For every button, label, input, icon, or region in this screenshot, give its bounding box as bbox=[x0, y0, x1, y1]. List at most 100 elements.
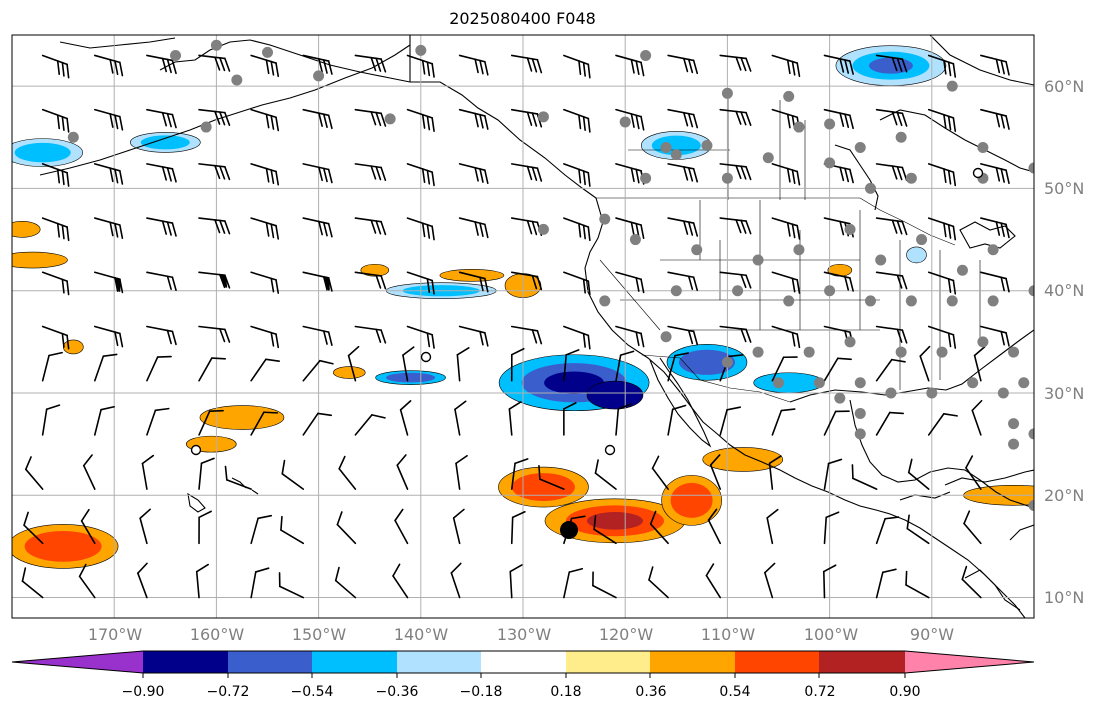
colorbar-cell bbox=[819, 651, 905, 673]
wind-barb bbox=[719, 271, 752, 289]
wind-barb bbox=[764, 562, 776, 599]
wind-barb bbox=[509, 564, 523, 599]
wind-barb bbox=[334, 566, 357, 599]
colorbar-label: 0.72 bbox=[804, 684, 836, 700]
station-marker bbox=[854, 428, 866, 440]
station-marker bbox=[1008, 418, 1020, 430]
colorbar-label: 0.36 bbox=[635, 684, 667, 700]
wind-barb bbox=[508, 401, 522, 436]
wind-barb bbox=[510, 347, 525, 382]
wind-barb bbox=[394, 508, 409, 545]
wind-barb bbox=[648, 566, 669, 599]
wind-barb bbox=[354, 325, 387, 344]
wind-barb bbox=[458, 217, 489, 239]
colorbar-cell bbox=[735, 651, 819, 673]
wind-barb bbox=[875, 516, 900, 545]
anomaly-field-layer bbox=[12, 45, 1034, 569]
station-marker bbox=[854, 142, 866, 154]
wind-barb bbox=[615, 325, 645, 348]
negative-anomaly-region bbox=[140, 135, 190, 150]
wind-barb bbox=[593, 515, 617, 545]
wind-barb bbox=[93, 217, 124, 239]
station-marker bbox=[670, 285, 682, 297]
negative-anomaly-region bbox=[14, 142, 71, 163]
station-marker bbox=[660, 331, 672, 343]
colorbar-label: −0.36 bbox=[375, 684, 419, 700]
station-marker bbox=[783, 295, 795, 307]
station-marker bbox=[875, 254, 887, 266]
wind-barb bbox=[406, 54, 435, 78]
wind-barb bbox=[961, 565, 982, 599]
positive-anomaly-region bbox=[12, 251, 68, 269]
wind-barb bbox=[973, 345, 986, 382]
station-marker bbox=[834, 392, 846, 404]
station-marker bbox=[916, 234, 928, 246]
wind-barb bbox=[93, 108, 124, 131]
wind-barb bbox=[137, 562, 148, 599]
wind-barb bbox=[823, 564, 837, 599]
positive-anomaly-region bbox=[511, 473, 575, 502]
wind-barb bbox=[510, 108, 543, 128]
wind-barb bbox=[709, 454, 722, 490]
gridlines-layer bbox=[12, 35, 1034, 618]
wind-barb bbox=[198, 409, 224, 436]
colorbar-label: 0.54 bbox=[719, 684, 751, 700]
wind-barb bbox=[198, 271, 231, 289]
station-marker bbox=[640, 49, 652, 61]
wind-barb bbox=[980, 217, 1010, 239]
wind-barb bbox=[354, 163, 387, 182]
station-marker bbox=[864, 182, 876, 194]
wind-barb bbox=[93, 54, 124, 77]
storm-center-marker bbox=[559, 521, 578, 540]
wind-barb bbox=[667, 271, 699, 291]
station-marker bbox=[824, 285, 836, 297]
wind-barb bbox=[971, 399, 983, 436]
wind-barb bbox=[41, 325, 70, 350]
colorbar-cell bbox=[143, 651, 228, 673]
station-marker bbox=[783, 90, 795, 102]
open-circle-marker bbox=[420, 351, 432, 363]
positive-anomaly-region bbox=[63, 339, 84, 355]
station-marker bbox=[619, 116, 631, 128]
lon-label-170w: 170°W bbox=[87, 625, 143, 644]
wind-barb bbox=[615, 217, 645, 239]
wind-barb bbox=[354, 414, 386, 436]
open-circle-marker bbox=[604, 444, 616, 456]
wind-barb bbox=[823, 163, 854, 184]
map-panel bbox=[11, 34, 1035, 619]
colorbar-label: −0.90 bbox=[121, 684, 165, 700]
wind-barb bbox=[563, 271, 591, 296]
wind-barb bbox=[667, 217, 699, 237]
wind-barb bbox=[510, 54, 543, 74]
wind-barb bbox=[250, 567, 270, 599]
lon-label-100w: 100°W bbox=[803, 625, 859, 644]
station-marker bbox=[905, 172, 917, 184]
wind-barb bbox=[719, 108, 752, 127]
station-marker bbox=[262, 46, 273, 58]
negative-anomaly-region bbox=[586, 380, 644, 410]
colorbar-cell bbox=[481, 651, 566, 673]
wind-barb bbox=[250, 358, 280, 382]
station-marker bbox=[977, 336, 989, 348]
wind-barb bbox=[594, 459, 617, 490]
wind-barb bbox=[224, 465, 252, 490]
wind-barb bbox=[139, 508, 151, 545]
station-marker bbox=[844, 336, 856, 348]
open-circle-markers bbox=[190, 167, 984, 456]
positive-anomaly-region bbox=[24, 531, 102, 562]
wind-barb bbox=[875, 271, 908, 290]
wind-barb bbox=[406, 271, 435, 295]
station-marker bbox=[762, 152, 774, 164]
wind-barb bbox=[563, 54, 591, 79]
wind-barb bbox=[875, 54, 908, 73]
colorbar-label: −0.18 bbox=[459, 684, 503, 700]
positive-anomaly-region bbox=[670, 482, 713, 518]
wind-barb bbox=[455, 454, 468, 490]
wind-barb bbox=[707, 508, 722, 545]
wind-barb bbox=[406, 217, 435, 241]
wind-barb bbox=[250, 163, 280, 186]
station-marker bbox=[1028, 499, 1034, 511]
station-marker bbox=[721, 356, 733, 368]
lat-label-40: 40°N bbox=[1044, 281, 1085, 300]
station-marker bbox=[691, 244, 703, 256]
